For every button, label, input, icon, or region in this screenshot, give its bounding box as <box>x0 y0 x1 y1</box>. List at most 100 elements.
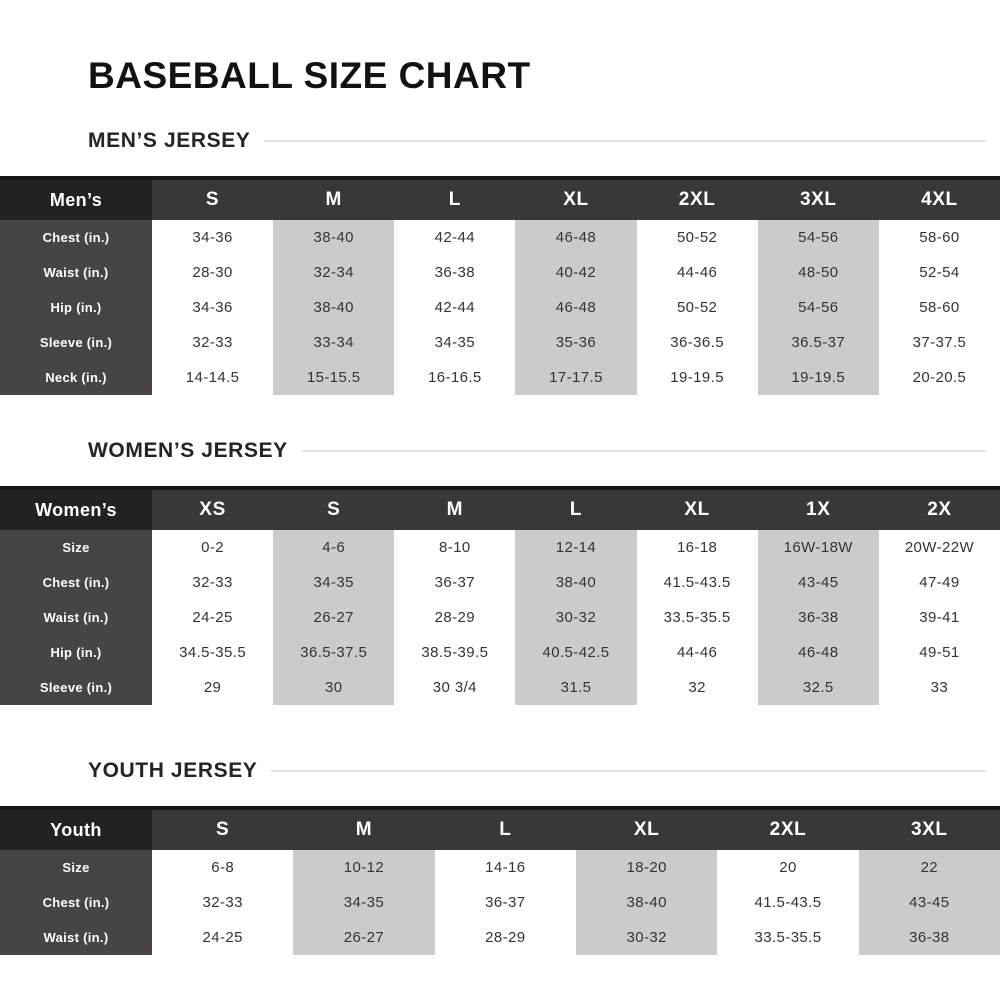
table-cell: 46-48 <box>757 635 879 670</box>
table-cell: 8-10 <box>394 530 516 565</box>
column-header: S <box>152 810 294 850</box>
row-label: Size <box>0 850 152 885</box>
table-cell: 49-51 <box>878 635 1000 670</box>
table-cell: 6-8 <box>152 850 294 885</box>
table-cell: 36.5-37 <box>757 325 879 360</box>
row-label: Sleeve (in.) <box>0 325 152 360</box>
column-header: M <box>273 180 395 220</box>
row-label: Hip (in.) <box>0 635 152 670</box>
table-cell: 36-38 <box>757 600 879 635</box>
table-cell: 34-35 <box>394 325 516 360</box>
table-cell: 30-32 <box>575 920 718 955</box>
section-heading-label: WOMEN’S JERSEY <box>88 439 288 462</box>
column-header: 3XL <box>858 810 1000 850</box>
youth-size-table: Youth S M L XL 2XL 3XL Size 6-8 10-12 14-16 18-20 20… <box>0 806 1000 955</box>
table-cell: 39-41 <box>878 600 1000 635</box>
column-header: L <box>434 810 576 850</box>
table-cell: 36-38 <box>858 920 1000 955</box>
section-youth-jersey: YOUTH JERSEY Youth S M L XL 2XL 3XL Size 6-8 10-1… <box>0 759 1000 955</box>
section-womens-jersey: WOMEN’S JERSEY Women’s XS S M L XL 1X 2X Size 0-2… <box>0 439 1000 705</box>
row-label: Chest (in.) <box>0 220 152 255</box>
table-cell: 32-33 <box>152 885 294 920</box>
table-cell: 54-56 <box>757 290 879 325</box>
table-cell: 32.5 <box>757 670 879 705</box>
column-header: XL <box>575 810 718 850</box>
column-header: 2X <box>878 490 1000 530</box>
table-cell: 37-37.5 <box>878 325 1000 360</box>
table-cell: 36-38 <box>394 255 516 290</box>
table-cell: 38-40 <box>515 565 637 600</box>
table-cell: 16-16.5 <box>394 360 516 395</box>
table-cell: 41.5-43.5 <box>717 885 859 920</box>
column-header: 2XL <box>717 810 859 850</box>
row-label: Sleeve (in.) <box>0 670 152 705</box>
row-label: Neck (in.) <box>0 360 152 395</box>
section-heading-youth: YOUTH JERSEY <box>88 759 986 783</box>
column-header: S <box>273 490 395 530</box>
table-cell: 28-30 <box>152 255 274 290</box>
table-cell: 50-52 <box>636 220 758 255</box>
table-cell: 28-29 <box>394 600 516 635</box>
table-cell: 34-35 <box>273 565 395 600</box>
row-label: Hip (in.) <box>0 290 152 325</box>
table-cell: 46-48 <box>515 290 637 325</box>
table-cell: 34-35 <box>293 885 435 920</box>
table-cell: 36-37 <box>394 565 516 600</box>
table-cell: 0-2 <box>152 530 274 565</box>
table-cell: 16-18 <box>636 530 758 565</box>
table-cell: 24-25 <box>152 920 294 955</box>
table-cell: 32 <box>636 670 758 705</box>
table-cell: 36-37 <box>434 885 576 920</box>
table-cell: 32-34 <box>273 255 395 290</box>
table-cell: 42-44 <box>394 290 516 325</box>
table-cell: 35-36 <box>515 325 637 360</box>
table-cell: 33-34 <box>273 325 395 360</box>
column-header: XL <box>636 490 758 530</box>
table-cell: 38-40 <box>273 220 395 255</box>
table-cell: 34-36 <box>152 220 274 255</box>
table-cell: 32-33 <box>152 325 274 360</box>
heading-divider-line <box>301 450 986 452</box>
section-heading-label: MEN’S JERSEY <box>88 129 251 152</box>
table-cell: 30-32 <box>515 600 637 635</box>
table-cell: 17-17.5 <box>515 360 637 395</box>
table-cell: 40-42 <box>515 255 637 290</box>
table-cell: 31.5 <box>515 670 637 705</box>
table-cell: 24-25 <box>152 600 274 635</box>
table-cell: 12-14 <box>515 530 637 565</box>
column-header: 3XL <box>757 180 879 220</box>
row-label: Waist (in.) <box>0 255 152 290</box>
table-cell: 54-56 <box>757 220 879 255</box>
section-heading-mens: MEN’S JERSEY <box>88 129 986 153</box>
table-cell: 30 3/4 <box>394 670 516 705</box>
table-cell: 38.5-39.5 <box>394 635 516 670</box>
table-cell: 30 <box>273 670 395 705</box>
section-heading-womens: WOMEN’S JERSEY <box>88 439 986 463</box>
page-title: BASEBALL SIZE CHART <box>88 55 531 96</box>
table-cell: 44-46 <box>636 255 758 290</box>
table-cell: 20-20.5 <box>878 360 1000 395</box>
table-cell: 15-15.5 <box>273 360 395 395</box>
heading-divider-line <box>264 140 986 142</box>
table-corner-label: Men’s <box>0 180 152 220</box>
table-cell: 47-49 <box>878 565 1000 600</box>
table-cell: 41.5-43.5 <box>636 565 758 600</box>
table-cell: 26-27 <box>293 920 435 955</box>
table-cell: 58-60 <box>878 220 1000 255</box>
table-cell: 34.5-35.5 <box>152 635 274 670</box>
column-header: XL <box>515 180 637 220</box>
table-cell: 4-6 <box>273 530 395 565</box>
table-cell: 26-27 <box>273 600 395 635</box>
table-cell: 14-16 <box>434 850 576 885</box>
size-chart-page: BASEBALL SIZE CHART MEN’S JERSEY Men’s S M… <box>0 55 1000 1000</box>
table-cell: 33.5-35.5 <box>717 920 859 955</box>
table-cell: 20W-22W <box>878 530 1000 565</box>
table-cell: 28-29 <box>434 920 576 955</box>
table-cell: 33.5-35.5 <box>636 600 758 635</box>
row-label: Chest (in.) <box>0 565 152 600</box>
table-cell: 34-36 <box>152 290 274 325</box>
table-cell: 10-12 <box>293 850 435 885</box>
column-header: M <box>394 490 516 530</box>
table-cell: 43-45 <box>757 565 879 600</box>
table-cell: 50-52 <box>636 290 758 325</box>
